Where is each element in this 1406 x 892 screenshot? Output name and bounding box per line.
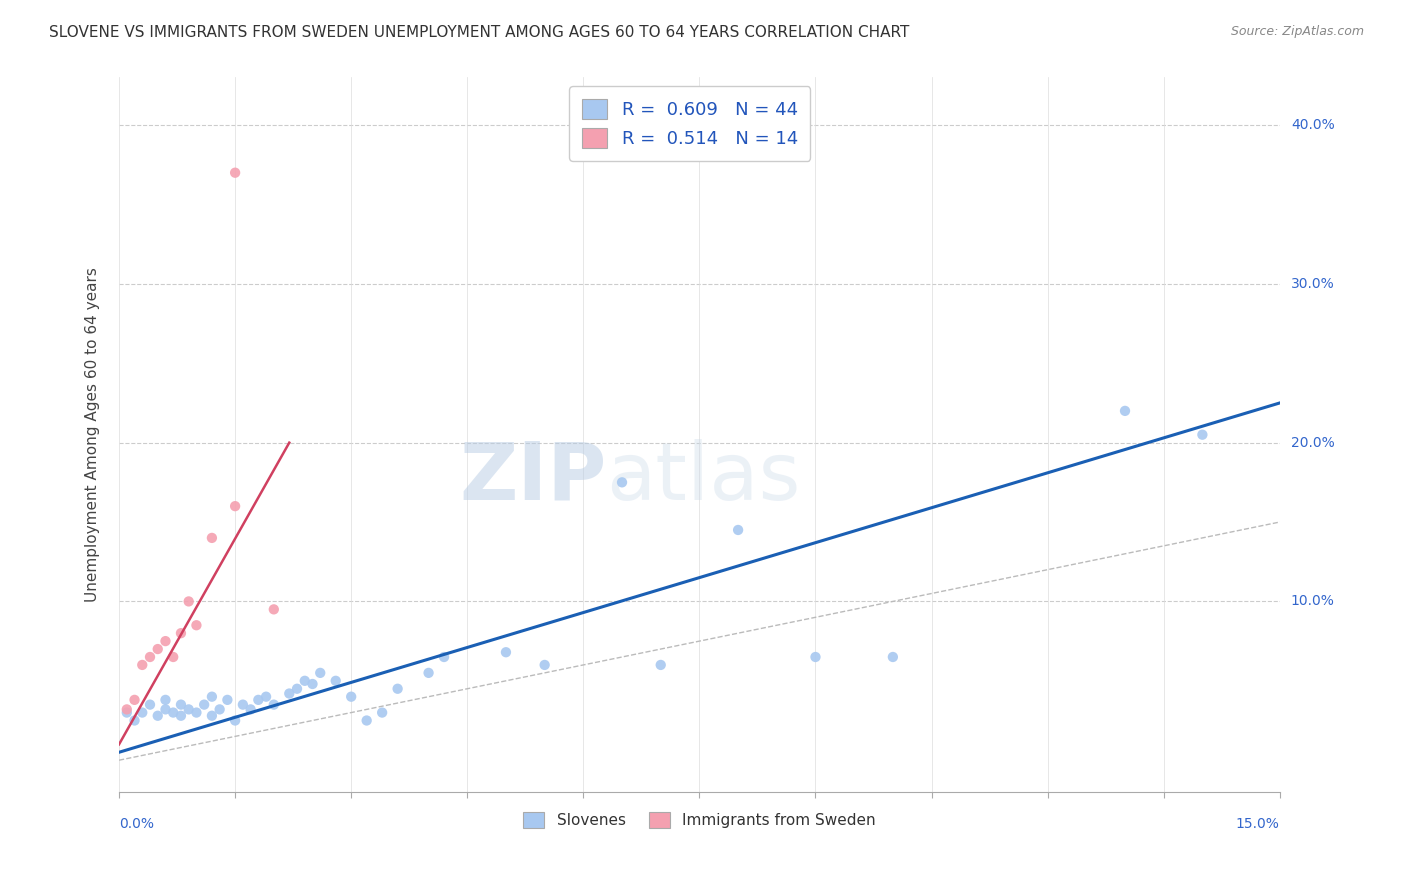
Point	[254, 690, 277, 704]
Point	[201, 531, 224, 545]
Text: 20.0%: 20.0%	[1291, 435, 1334, 450]
Text: atlas: atlas	[606, 439, 801, 516]
Point	[155, 693, 177, 707]
Point	[387, 681, 409, 696]
Point	[170, 708, 193, 723]
Text: 30.0%: 30.0%	[1291, 277, 1334, 291]
Point	[239, 702, 262, 716]
Point	[131, 706, 153, 720]
Point	[340, 690, 363, 704]
Point	[418, 665, 440, 680]
Point	[533, 657, 555, 672]
Point	[224, 714, 246, 728]
Text: SLOVENE VS IMMIGRANTS FROM SWEDEN UNEMPLOYMENT AMONG AGES 60 TO 64 YEARS CORRELA: SLOVENE VS IMMIGRANTS FROM SWEDEN UNEMPL…	[49, 25, 910, 40]
Point	[162, 706, 184, 720]
Point	[177, 702, 200, 716]
Point	[278, 686, 301, 700]
Point	[1191, 427, 1213, 442]
Point	[356, 714, 378, 728]
Point	[115, 706, 138, 720]
Text: 15.0%: 15.0%	[1236, 817, 1279, 831]
Point	[263, 698, 285, 712]
Point	[247, 693, 270, 707]
Point	[325, 673, 347, 688]
Point	[186, 618, 208, 632]
Text: Source: ZipAtlas.com: Source: ZipAtlas.com	[1230, 25, 1364, 38]
Point	[193, 698, 215, 712]
Point	[294, 673, 316, 688]
Point	[285, 681, 308, 696]
Point	[217, 693, 239, 707]
Point	[301, 677, 323, 691]
Point	[170, 698, 193, 712]
Text: ZIP: ZIP	[460, 439, 606, 516]
Text: 40.0%: 40.0%	[1291, 118, 1334, 132]
Point	[208, 702, 231, 716]
Point	[495, 645, 517, 659]
Point	[224, 499, 246, 513]
Point	[371, 706, 394, 720]
Point	[201, 690, 224, 704]
Point	[170, 626, 193, 640]
Point	[139, 698, 162, 712]
Point	[804, 650, 827, 665]
Point	[232, 698, 254, 712]
Point	[610, 475, 633, 490]
Point	[124, 693, 146, 707]
Point	[124, 714, 146, 728]
Text: 10.0%: 10.0%	[1291, 594, 1334, 608]
Point	[433, 650, 456, 665]
Text: 0.0%: 0.0%	[120, 817, 155, 831]
Point	[146, 642, 169, 657]
Y-axis label: Unemployment Among Ages 60 to 64 years: Unemployment Among Ages 60 to 64 years	[86, 268, 100, 602]
Point	[177, 594, 200, 608]
Point	[1114, 404, 1136, 418]
Point	[186, 706, 208, 720]
Point	[155, 702, 177, 716]
Point	[309, 665, 332, 680]
Point	[162, 650, 184, 665]
Point	[146, 708, 169, 723]
Point	[201, 708, 224, 723]
Point	[650, 657, 672, 672]
Point	[115, 702, 138, 716]
Point	[224, 166, 246, 180]
Point	[263, 602, 285, 616]
Point	[139, 650, 162, 665]
Point	[155, 634, 177, 648]
Point	[131, 657, 153, 672]
Point	[727, 523, 749, 537]
Point	[882, 650, 904, 665]
Legend: Slovenes, Immigrants from Sweden: Slovenes, Immigrants from Sweden	[517, 805, 882, 834]
